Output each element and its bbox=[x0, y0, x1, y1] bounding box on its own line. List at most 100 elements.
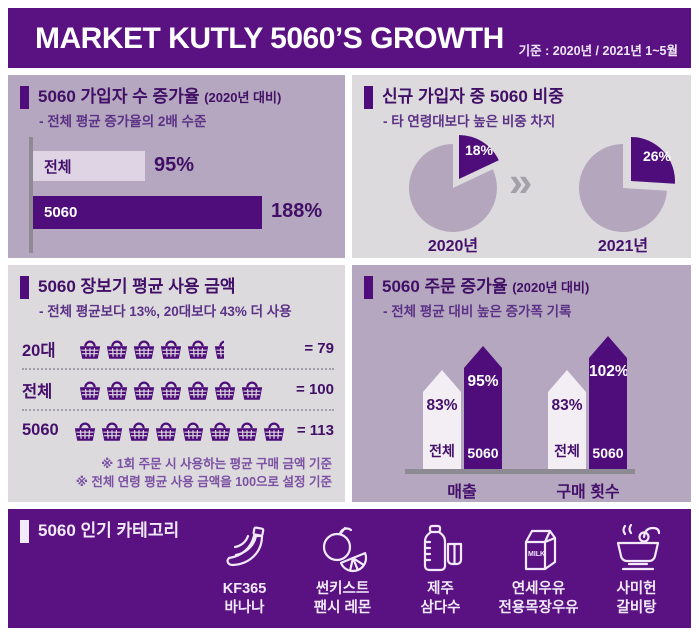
pie-2020-share: 18% bbox=[465, 142, 494, 158]
panel-order-growth: 5060 주문 증가율 (2020년 대비) - 전체 평균 대비 높은 증가폭… bbox=[352, 265, 691, 502]
shopping-basket-icon bbox=[210, 422, 231, 441]
pie-2020-year: 2020년 bbox=[427, 238, 479, 255]
shopping-basket-icon bbox=[237, 422, 258, 441]
row-value: = 100 bbox=[296, 381, 334, 398]
basket-row bbox=[73, 420, 286, 442]
shopping-basket-icon bbox=[133, 381, 155, 400]
category-line1: 썬키스트 bbox=[315, 581, 370, 597]
panel-average-spending: 5060 장보기 평균 사용 금액 - 전체 평균보다 13%, 20대보다 4… bbox=[8, 265, 345, 502]
panel-subscriber-growth: 5060 가입자 수 증가율 (2020년 대비) - 전체 평균 증가율의 2… bbox=[8, 75, 345, 258]
basis-note: 기준 : 2020년 / 2021년 1~5월 bbox=[518, 44, 678, 58]
header-banner: MARKET KUTLY 5060’S GROWTH 기준 : 2020년 / … bbox=[8, 8, 691, 68]
title-bullet bbox=[20, 276, 29, 299]
pie-2021-share: 26% bbox=[643, 148, 672, 164]
category-line2: 바나나 bbox=[224, 599, 265, 616]
pictogram-row-20s: 20대 bbox=[22, 329, 334, 368]
shopping-basket-icon bbox=[214, 340, 224, 359]
bar-value: 95% bbox=[467, 373, 499, 390]
pie-chart-2021: 26% bbox=[578, 137, 675, 232]
category-line1: KF365 bbox=[222, 581, 267, 597]
pictogram-row-5060: 5060 bbox=[22, 409, 334, 450]
banana-icon bbox=[226, 526, 264, 567]
shopping-basket-icon bbox=[106, 381, 128, 400]
pie-chart-2020: 18% bbox=[408, 135, 499, 232]
row-label: 전체 bbox=[22, 382, 53, 401]
bar-value: 83% bbox=[426, 397, 458, 414]
bar-value: 102% bbox=[589, 363, 629, 380]
page-title: MARKET KUTLY 5060’S GROWTH bbox=[35, 22, 504, 55]
shopping-basket-icon bbox=[160, 340, 182, 359]
title-bullet bbox=[20, 86, 29, 109]
pictogram-rows: 20대 bbox=[22, 329, 334, 450]
bar-5060-label: 5060 bbox=[44, 204, 78, 221]
shopping-basket-icon bbox=[79, 340, 101, 359]
section-title-text: 5060 인기 카테고리 bbox=[38, 521, 180, 540]
category-line2: 전용목장우유 bbox=[498, 599, 579, 616]
section-title: 신규 가입자 중 5060 비중 bbox=[364, 85, 564, 109]
category-item-soup: 사미헌 갈비탕 bbox=[590, 522, 683, 618]
footnote-1: ※ 1회 주문 시 사용하는 평균 구매 금액 기준 bbox=[101, 457, 332, 471]
section-title-text: 5060 가입자 수 증가율 bbox=[38, 87, 200, 106]
basket-row bbox=[78, 338, 282, 360]
panel-popular-categories: 5060 인기 카테고리 KF365 바나나 썬키스트 bbox=[8, 509, 691, 628]
section-subtitle: - 전체 평균 증가율의 2배 수준 bbox=[39, 114, 207, 129]
shopping-basket-icon bbox=[102, 422, 123, 441]
title-bullet bbox=[364, 86, 373, 109]
bar-5060: 5060 bbox=[33, 196, 262, 229]
water-bottle-icon bbox=[423, 524, 462, 572]
section-title-text: 신규 가입자 중 5060 비중 bbox=[382, 87, 564, 106]
bar-name: 전체 bbox=[554, 443, 580, 459]
category-line2: 갈비탕 bbox=[616, 599, 657, 616]
section-title: 5060 주문 증가율 (2020년 대비) bbox=[364, 275, 589, 299]
section-subtitle: - 전체 평균보다 13%, 20대보다 43% 더 사용 bbox=[39, 304, 292, 319]
panel-new-subscriber-share: 신규 가입자 중 5060 비중 - 타 연령대보다 높은 비중 차지 18% … bbox=[352, 75, 691, 258]
group-label-sales: 매출 bbox=[447, 484, 477, 501]
category-items: KF365 바나나 썬키스트 팬시 레몬 bbox=[198, 522, 683, 618]
bar-name: 5060 bbox=[592, 445, 624, 461]
bar-sales-total: 83% 전체 bbox=[423, 370, 461, 469]
row-value: = 79 bbox=[304, 340, 334, 357]
bar-total-value: 95% bbox=[154, 154, 195, 176]
shopping-basket-icon bbox=[241, 381, 263, 400]
section-subtitle: - 타 연령대보다 높은 비중 차지 bbox=[383, 114, 556, 129]
category-line1: 사미헌 bbox=[616, 581, 657, 597]
bar-name: 전체 bbox=[429, 443, 455, 459]
bar-value: 83% bbox=[551, 397, 583, 414]
bar-sales-5060: 95% 5060 bbox=[464, 346, 502, 469]
row-label: 5060 bbox=[22, 421, 59, 439]
chevron-right-icon: » bbox=[509, 158, 533, 205]
section-title-text: 5060 주문 증가율 bbox=[382, 277, 508, 296]
shopping-basket-icon bbox=[106, 340, 128, 359]
category-line2: 팬시 레몬 bbox=[313, 599, 372, 616]
category-item-milk: MILK 연세우유 전용목장우유 bbox=[492, 522, 585, 618]
category-line1: 연세우유 bbox=[511, 581, 566, 597]
shopping-basket-icon bbox=[133, 340, 155, 359]
category-item-lemon: 썬키스트 팬시 레몬 bbox=[296, 522, 389, 618]
section-title-text: 5060 장보기 평균 사용 금액 bbox=[38, 277, 236, 296]
category-line1: 제주 bbox=[427, 581, 454, 597]
bar-chart-axis bbox=[29, 137, 33, 253]
category-item-water: 제주 삼다수 bbox=[394, 522, 487, 618]
title-bullet bbox=[364, 276, 373, 299]
shopping-basket-icon bbox=[160, 381, 182, 400]
milk-carton-label: MILK bbox=[528, 551, 545, 558]
section-title: 5060 장보기 평균 사용 금액 bbox=[20, 275, 235, 299]
shopping-basket-icon bbox=[75, 422, 96, 441]
bar-frequency-5060: 102% 5060 bbox=[589, 336, 627, 469]
section-title: 5060 인기 카테고리 bbox=[20, 519, 179, 543]
shopping-basket-icon bbox=[264, 422, 285, 441]
shopping-basket-icon bbox=[156, 422, 177, 441]
category-item-banana: KF365 바나나 bbox=[198, 522, 291, 618]
milk-carton-icon: MILK bbox=[524, 529, 556, 571]
shopping-basket-icon bbox=[183, 422, 204, 441]
section-subtitle: - 전체 평균 대비 높은 증가폭 기록 bbox=[383, 304, 572, 319]
shopping-basket-icon bbox=[79, 381, 101, 400]
lemon-icon bbox=[322, 526, 367, 573]
shopping-basket-icon bbox=[214, 381, 236, 400]
title-bullet bbox=[20, 520, 29, 543]
soup-bowl-icon bbox=[616, 523, 660, 571]
pictogram-row-total: 전체 bbox=[22, 368, 334, 409]
footnote-2: ※ 전체 연령 평균 사용 금액을 100으로 설정 기준 bbox=[75, 475, 332, 490]
shopping-basket-icon bbox=[187, 381, 209, 400]
